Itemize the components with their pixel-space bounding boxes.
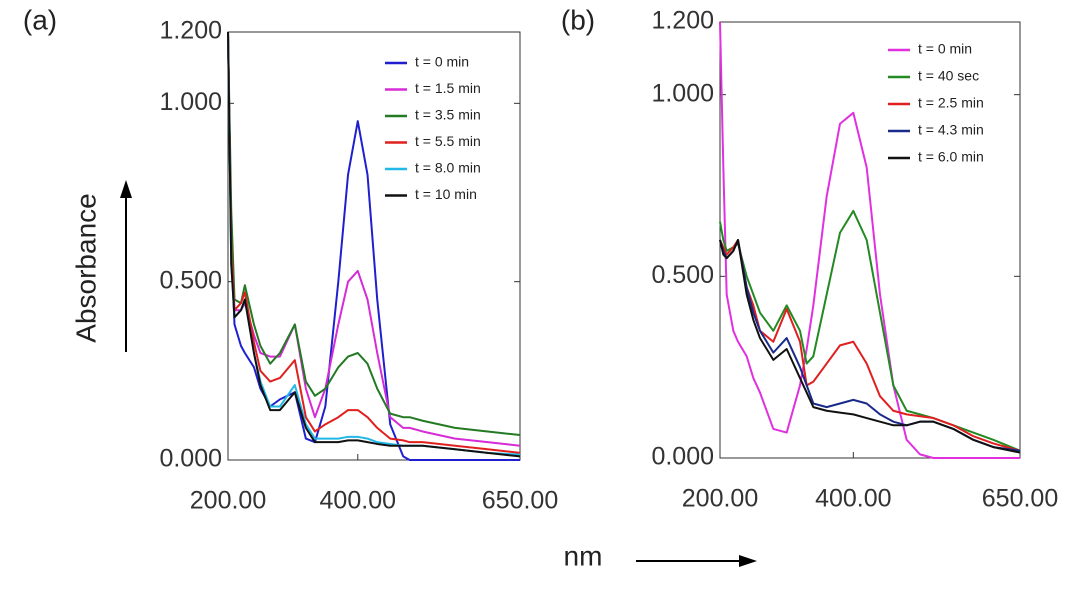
y-tick-label: 0.000 (159, 445, 222, 473)
y-tick-label: 1.000 (651, 79, 714, 107)
series-line (227, 31, 521, 437)
panel-label: (a) (23, 4, 57, 35)
x-tick-label: 200.00 (190, 487, 266, 515)
series-line (719, 239, 1021, 454)
legend-label: t = 0 min (918, 41, 972, 57)
series-line (227, 31, 521, 454)
x-tick-label: 400.00 (320, 487, 396, 515)
legend-label: t = 0 min (415, 54, 469, 70)
series-line (719, 209, 1021, 452)
y-tick-label: 0.500 (651, 261, 714, 289)
y-tick-label: 1.200 (651, 7, 714, 35)
plot-frame (227, 31, 521, 461)
legend-label: t = 10 min (415, 186, 477, 202)
x-tick-label: 200.00 (682, 485, 758, 513)
x-axis-label: nm (564, 540, 603, 571)
x-tick-label: 650.00 (482, 487, 558, 515)
y-tick-label: 1.000 (159, 88, 222, 116)
y-tick-label: 0.500 (159, 266, 222, 294)
x-arrow (636, 555, 757, 567)
legend-label: t = 2.5 min (918, 95, 984, 111)
legend-label: t = 8.0 min (415, 160, 481, 176)
legend-label: t = 1.5 min (415, 80, 481, 96)
y-tick-label: 0.000 (651, 443, 714, 471)
legend-label: t = 4.3 min (918, 122, 984, 138)
series-line (227, 31, 521, 458)
y-axis-label: Absorbance (70, 193, 101, 342)
legend-label: t = 40 sec (918, 68, 979, 84)
panel-label: (b) (561, 4, 595, 35)
legend-label: t = 5.5 min (415, 133, 481, 149)
legend-label: t = 6.0 min (918, 149, 984, 165)
x-tick-label: 400.00 (815, 485, 891, 513)
y-arrow (120, 180, 132, 352)
series-line (719, 21, 1020, 459)
y-tick-label: 1.200 (159, 17, 222, 45)
x-tick-label: 650.00 (982, 485, 1058, 513)
plot-frame (719, 21, 1021, 459)
series-line (227, 31, 520, 461)
legend-label: t = 3.5 min (415, 107, 481, 123)
